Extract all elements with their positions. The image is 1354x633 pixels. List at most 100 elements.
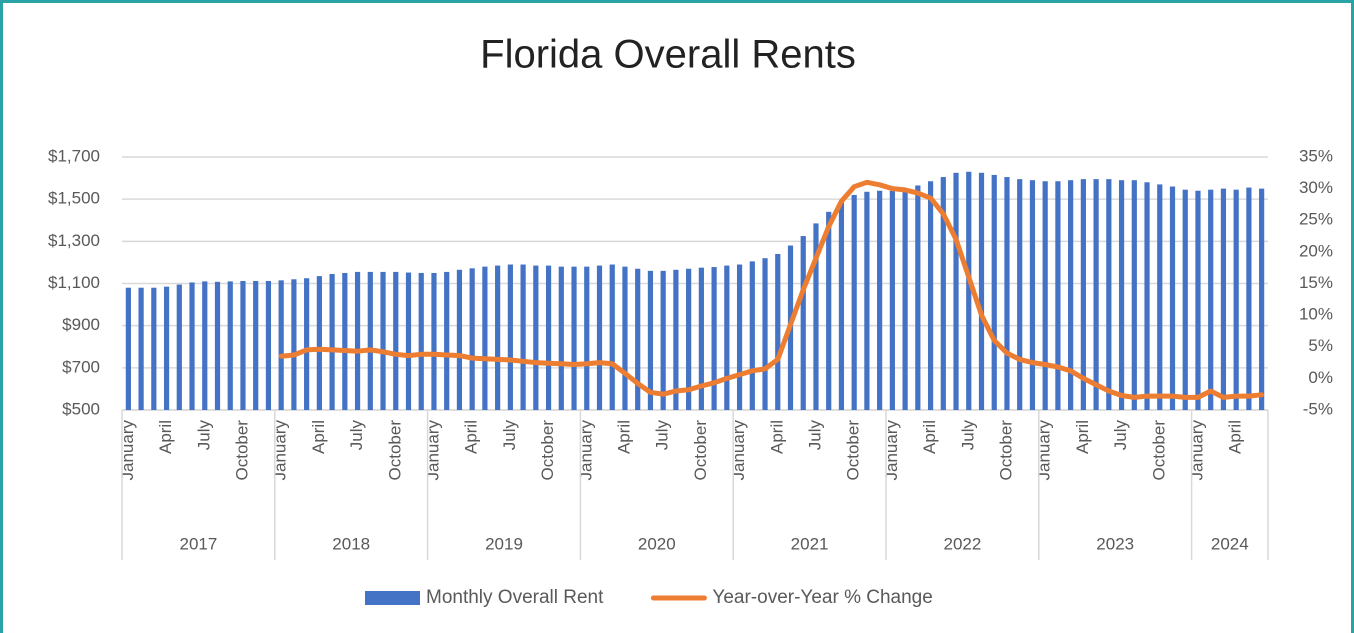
bar xyxy=(635,268,641,410)
bar xyxy=(660,270,666,410)
bar xyxy=(1195,190,1201,410)
line xyxy=(278,179,1265,400)
bar xyxy=(482,266,488,410)
bar xyxy=(533,265,539,410)
bar xyxy=(1220,188,1227,410)
bar xyxy=(698,267,704,410)
bar xyxy=(1208,189,1214,410)
x-tick-label: April xyxy=(614,420,633,454)
bar xyxy=(966,171,972,410)
bar xyxy=(953,172,959,410)
bar xyxy=(647,270,654,410)
bar xyxy=(495,265,501,410)
bar xyxy=(991,174,997,410)
x-group-label: 2019 xyxy=(485,534,523,553)
y-tick-label: $900 xyxy=(62,315,100,334)
y-tick-label: $1,500 xyxy=(48,189,100,208)
bar xyxy=(800,236,806,410)
bar xyxy=(826,211,832,410)
bar xyxy=(176,284,182,410)
bar xyxy=(584,266,590,410)
y2-tick-label: 35% xyxy=(1299,146,1333,165)
x-group-label: 2022 xyxy=(943,534,981,553)
bar xyxy=(418,272,424,410)
y-tick-label: $700 xyxy=(62,357,100,376)
bar xyxy=(940,177,946,410)
bar xyxy=(202,281,208,410)
legend-label: Year-over-Year % Change xyxy=(712,587,932,608)
x-tick-label: July xyxy=(1111,420,1130,451)
bar xyxy=(342,272,348,410)
x-tick-label: January xyxy=(1035,420,1054,481)
bar xyxy=(1068,180,1074,410)
x-tick-label: April xyxy=(156,420,175,454)
y2-tick-label: -5% xyxy=(1303,399,1333,418)
bar xyxy=(749,261,755,410)
bar xyxy=(1093,179,1099,410)
y2-tick-label: 10% xyxy=(1299,305,1333,324)
bar xyxy=(851,194,857,410)
bar xyxy=(609,264,615,410)
x-tick-label: January xyxy=(423,420,442,481)
x-tick-label: October xyxy=(385,420,404,481)
bar xyxy=(125,287,131,410)
x-tick-label: April xyxy=(767,420,786,454)
bar xyxy=(1157,184,1163,410)
bar xyxy=(1029,180,1036,410)
bar xyxy=(902,188,908,410)
bar xyxy=(507,264,513,410)
bar xyxy=(214,281,221,410)
bar xyxy=(240,280,246,410)
bar xyxy=(558,266,564,410)
x-tick-label: July xyxy=(347,420,366,451)
x-tick-label: January xyxy=(1187,420,1206,481)
bar xyxy=(316,276,322,410)
bar xyxy=(1042,181,1048,410)
bar xyxy=(1055,181,1061,410)
bar xyxy=(545,265,552,410)
bar xyxy=(927,181,934,410)
x-group-label: 2018 xyxy=(332,534,370,553)
x-tick-label: October xyxy=(844,420,863,481)
bar xyxy=(1131,180,1137,410)
bar xyxy=(163,286,170,410)
bar xyxy=(291,279,297,410)
x-tick-label: April xyxy=(1226,420,1245,454)
legend-label: Monthly Overall Rent xyxy=(426,587,604,608)
x-group-label: 2023 xyxy=(1096,534,1134,553)
x-tick-label: January xyxy=(118,420,137,481)
x-tick-label: April xyxy=(1073,420,1092,454)
bar xyxy=(253,280,259,410)
y2-tick-label: 20% xyxy=(1299,241,1333,260)
bar xyxy=(686,268,692,410)
bar xyxy=(227,281,233,410)
x-tick-label: October xyxy=(1149,420,1168,481)
x-tick-label: October xyxy=(232,420,251,481)
bar xyxy=(1118,180,1125,410)
bar xyxy=(622,266,628,410)
x-group-label: 2021 xyxy=(791,534,829,553)
bar xyxy=(444,271,450,410)
y2-tick-label: 25% xyxy=(1299,210,1333,229)
bar xyxy=(265,280,272,410)
x-tick-label: January xyxy=(576,420,595,481)
bar xyxy=(520,264,526,410)
bar xyxy=(1004,177,1010,410)
x-tick-label: July xyxy=(958,420,977,451)
legend-swatch xyxy=(365,591,420,605)
bar xyxy=(889,190,895,410)
bar xyxy=(864,191,870,410)
bar xyxy=(978,172,985,410)
y-tick-label: $1,100 xyxy=(48,273,100,292)
bar xyxy=(189,282,195,410)
bar xyxy=(838,201,845,410)
bar xyxy=(431,272,437,410)
x-tick-label: January xyxy=(882,420,901,481)
x-group-label: 2020 xyxy=(638,534,676,553)
x-group-label: 2017 xyxy=(179,534,217,553)
bar xyxy=(380,271,386,410)
bar xyxy=(1182,189,1188,410)
y2-tick-label: 15% xyxy=(1299,273,1333,292)
bar xyxy=(367,271,373,410)
